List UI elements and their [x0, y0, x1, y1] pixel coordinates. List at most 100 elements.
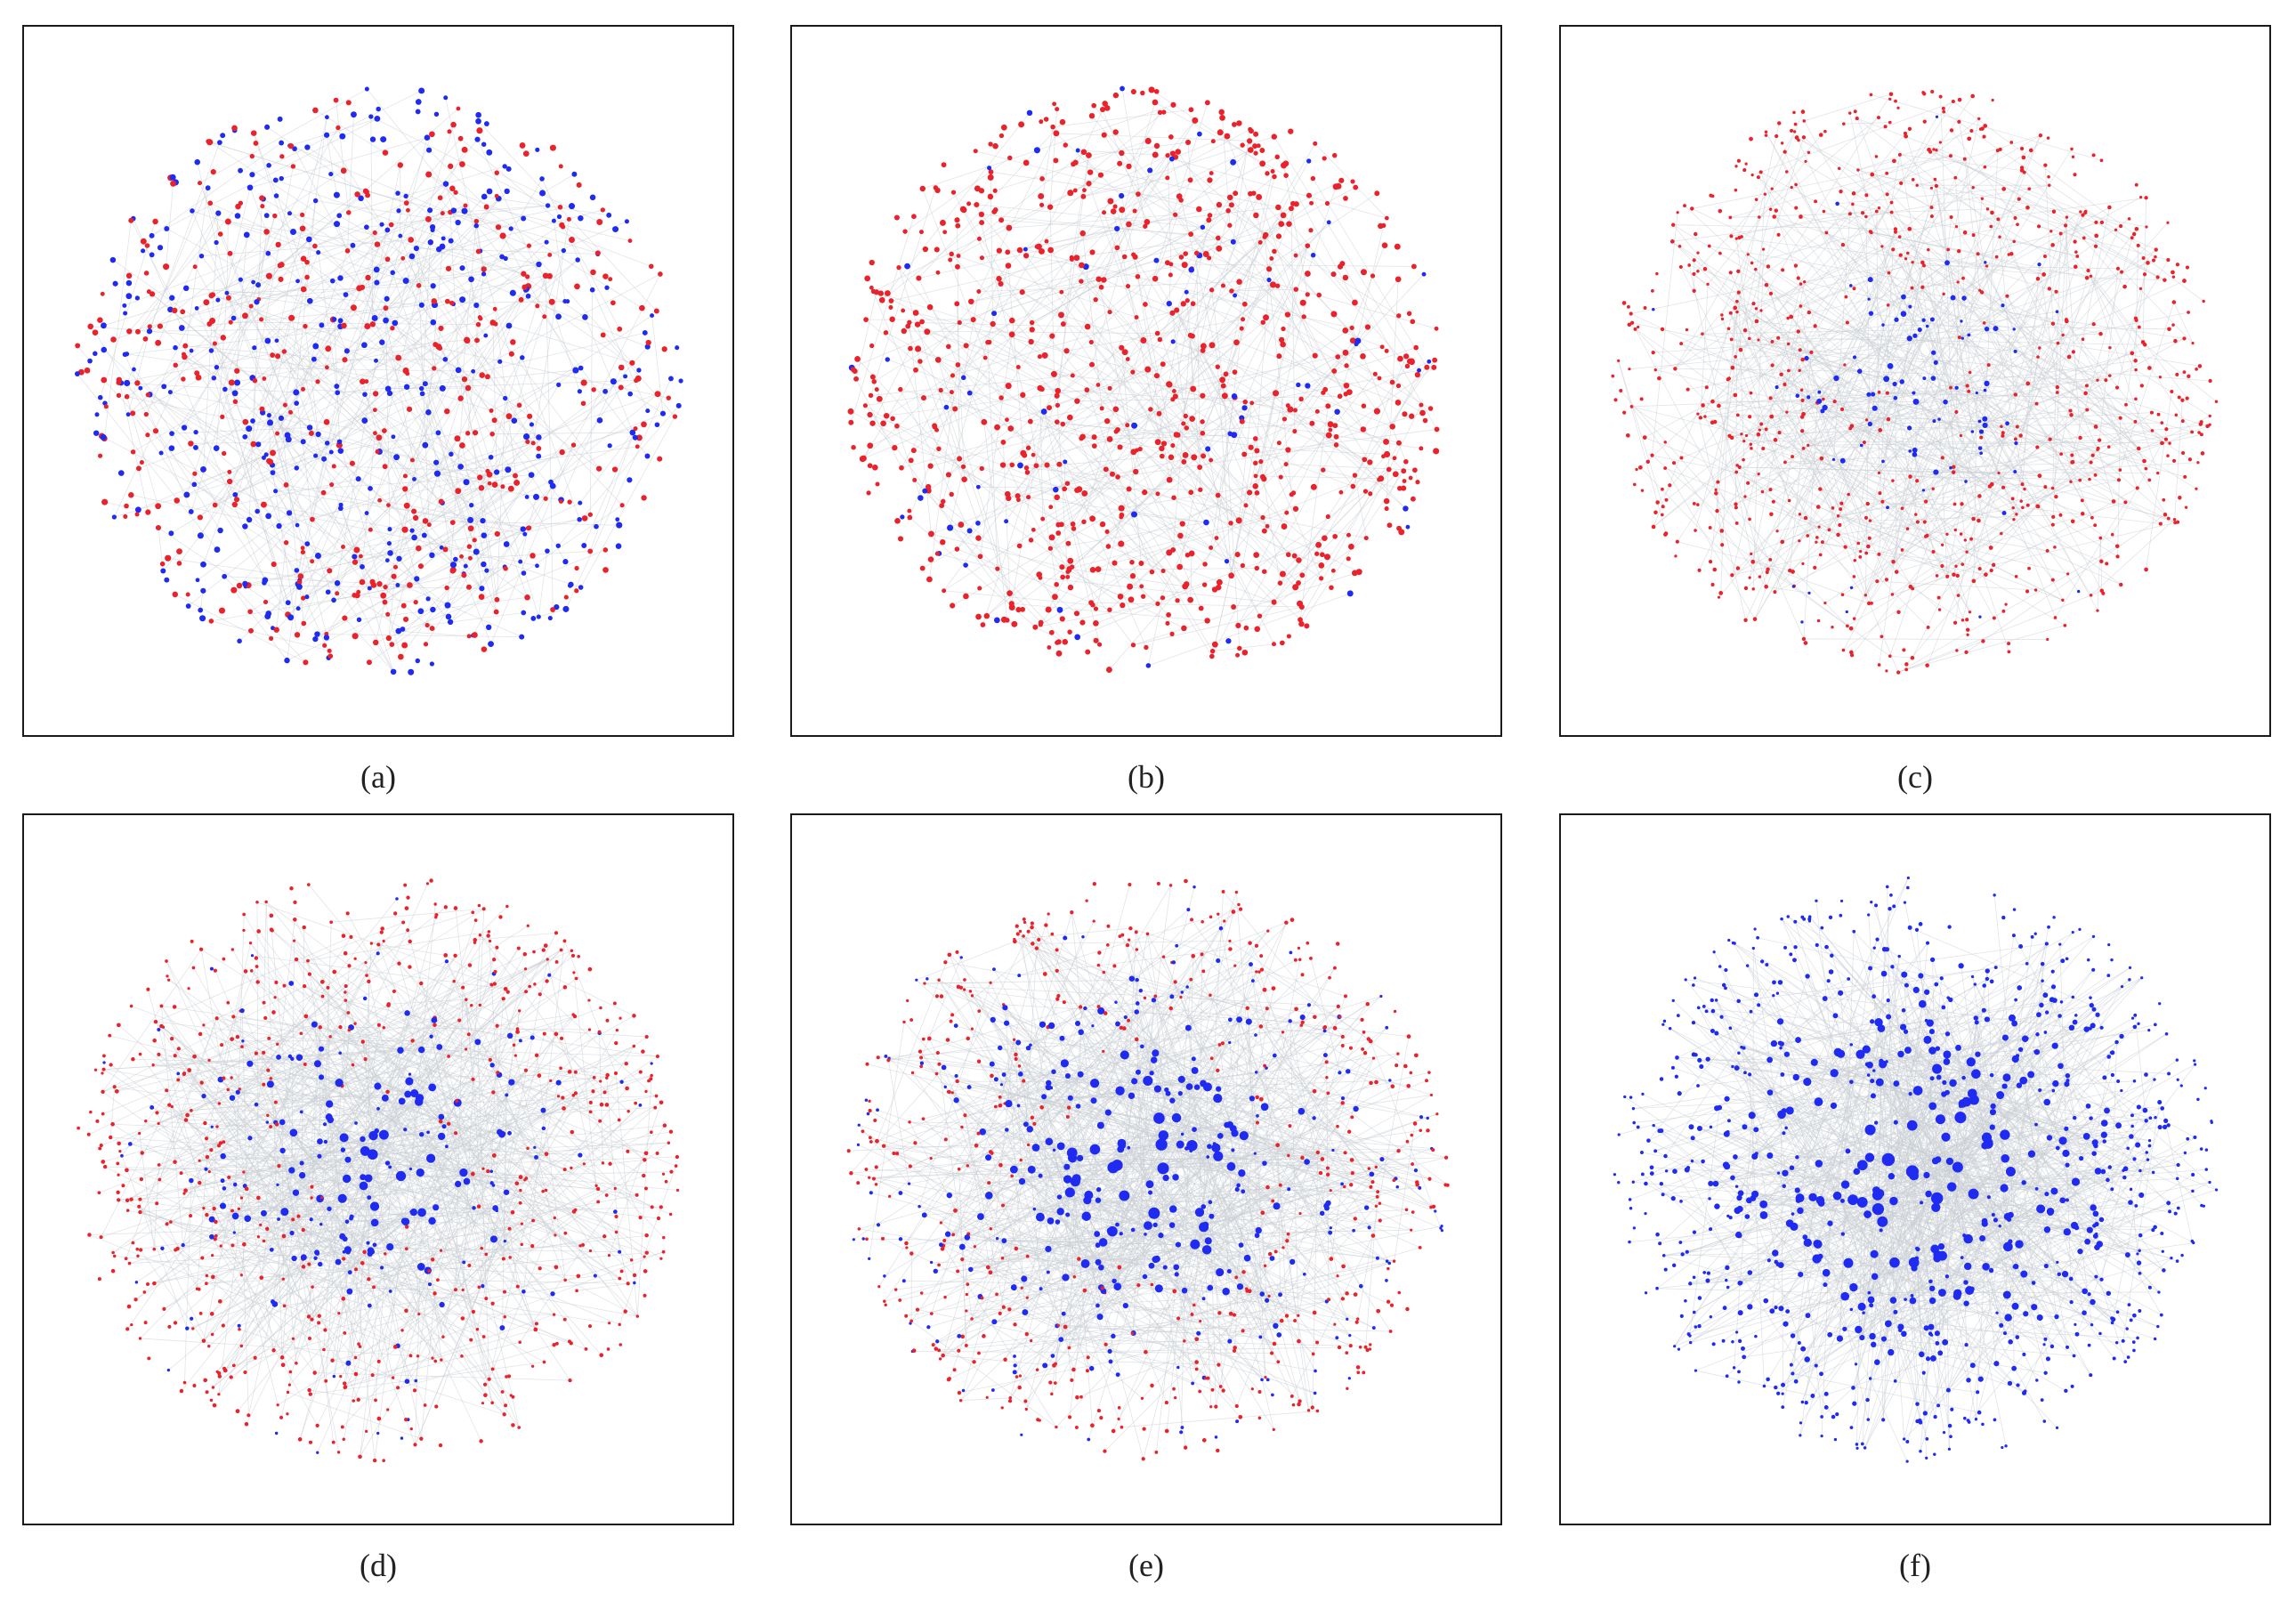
node-blue [993, 617, 1000, 624]
node-red [1798, 368, 1801, 373]
node-blue [101, 322, 107, 329]
node-blue [536, 453, 542, 459]
node-red [1333, 433, 1339, 440]
node-blue [157, 245, 164, 251]
node-blue [232, 491, 238, 497]
network-edge [1217, 402, 1253, 496]
node-blue [194, 158, 200, 166]
node-red [1168, 272, 1173, 278]
node-blue [234, 213, 241, 219]
network-edge [136, 1216, 236, 1283]
node-red [424, 215, 432, 222]
node-red [1894, 99, 1897, 103]
node-blue [429, 223, 436, 230]
node-red [1079, 435, 1084, 441]
network-edge [1843, 122, 1890, 125]
node-blue [1925, 324, 1929, 328]
node-red [1086, 181, 1092, 187]
node-red [461, 376, 468, 383]
node-blue [396, 208, 401, 214]
node-red [979, 220, 985, 226]
node-red [260, 204, 265, 209]
node-red [1067, 584, 1074, 591]
node-red [1154, 439, 1161, 446]
node-red [1931, 550, 1936, 554]
node-red [919, 565, 926, 571]
node-red [1005, 417, 1009, 423]
network-edge [263, 1058, 293, 1214]
node-blue [2055, 310, 2059, 313]
network-edge [1257, 450, 1354, 487]
network-edge [550, 481, 554, 610]
network-edge [103, 1049, 422, 1071]
node-red [1004, 618, 1010, 623]
network-edge [245, 1190, 521, 1373]
network-edge [1811, 352, 1963, 565]
node-red [2182, 336, 2187, 341]
network-edge [439, 347, 566, 562]
node-blue [1807, 591, 1811, 595]
node-red [1790, 185, 1793, 190]
node-red [530, 553, 536, 559]
network-edge [441, 380, 637, 502]
node-red [2182, 279, 2187, 283]
node-red [1202, 562, 1208, 567]
node-blue [294, 400, 299, 406]
node-blue [483, 333, 489, 338]
node-red [1992, 616, 1996, 620]
node-red [1084, 323, 1091, 330]
node-red [1661, 513, 1664, 517]
network-edge [1171, 158, 1387, 219]
network-edge [405, 196, 434, 323]
node-blue [124, 379, 131, 387]
node-red [939, 503, 945, 509]
network-edge [1956, 387, 2064, 601]
network-edge [355, 1357, 393, 1379]
node-blue [364, 86, 369, 92]
node-blue [1859, 443, 1863, 448]
node-blue [181, 424, 188, 431]
node-red [1792, 130, 1797, 133]
network-edge [197, 1157, 208, 1290]
node-red [1734, 355, 1737, 359]
network-edge [1223, 285, 1364, 430]
node-red [875, 481, 880, 487]
node-red [1053, 158, 1059, 164]
node-red [272, 213, 278, 219]
node-red [1286, 634, 1291, 639]
network-edge [986, 615, 1015, 625]
network-edge [1697, 311, 2189, 415]
network-edge [295, 392, 313, 520]
node-blue [1866, 392, 1872, 397]
node-red [1058, 311, 1064, 319]
network-edge [416, 247, 598, 255]
node-red [1987, 484, 1993, 489]
node-red [1764, 584, 1768, 589]
node-red [1236, 120, 1242, 126]
node-red [1240, 562, 1245, 569]
node-red [1039, 176, 1045, 182]
network-edge [288, 387, 443, 441]
node-red [2136, 446, 2141, 451]
node-red [1856, 541, 1861, 546]
node-red [360, 378, 366, 385]
network-edge [421, 1015, 635, 1136]
node-blue [273, 193, 279, 198]
network-edge [433, 1258, 505, 1292]
node-red [1378, 475, 1385, 482]
node-red [301, 386, 306, 392]
node-blue [1131, 422, 1138, 429]
node-blue [1417, 368, 1422, 373]
node-red [1903, 131, 1908, 136]
node-red [2043, 485, 2048, 489]
network-edge [2071, 414, 2167, 441]
node-red [1188, 107, 1194, 113]
network-edge [1940, 96, 1955, 505]
node-red [1915, 183, 1919, 187]
node-red [493, 609, 499, 615]
node-red [530, 441, 536, 446]
node-blue [1984, 261, 1987, 264]
node-red [977, 586, 982, 591]
node-red [1997, 471, 2001, 475]
node-red [1065, 574, 1071, 579]
